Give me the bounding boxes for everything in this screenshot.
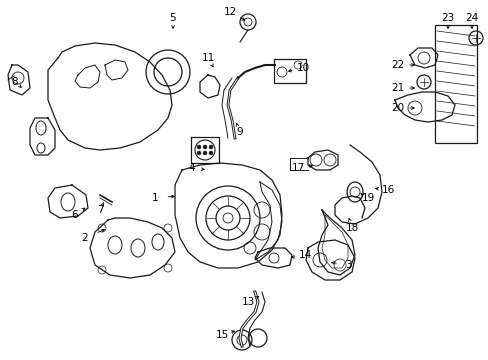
Circle shape <box>203 145 206 149</box>
Circle shape <box>203 151 206 155</box>
Circle shape <box>197 151 201 155</box>
Text: 18: 18 <box>345 223 358 233</box>
Text: 2: 2 <box>81 233 88 243</box>
Circle shape <box>208 151 213 155</box>
Text: 15: 15 <box>215 330 228 340</box>
Text: 24: 24 <box>465 13 478 23</box>
Text: 8: 8 <box>12 77 18 87</box>
Text: 10: 10 <box>296 63 309 73</box>
Text: 6: 6 <box>72 210 78 220</box>
Text: 13: 13 <box>241 297 254 307</box>
Text: 7: 7 <box>97 205 103 215</box>
Text: 22: 22 <box>390 60 404 70</box>
Circle shape <box>197 145 201 149</box>
Text: 9: 9 <box>236 127 243 137</box>
Text: 19: 19 <box>361 193 374 203</box>
Text: 20: 20 <box>390 103 404 113</box>
Text: 14: 14 <box>298 250 311 260</box>
Text: 16: 16 <box>381 185 394 195</box>
Text: 12: 12 <box>223 7 236 17</box>
Text: 3: 3 <box>344 260 350 270</box>
Bar <box>434 25 476 143</box>
Text: 23: 23 <box>441 13 454 23</box>
Circle shape <box>208 145 213 149</box>
Text: 11: 11 <box>201 53 214 63</box>
Text: 1: 1 <box>151 193 158 203</box>
Text: 17: 17 <box>291 163 304 173</box>
Text: 21: 21 <box>390 83 404 93</box>
Text: 5: 5 <box>169 13 176 23</box>
Text: 4: 4 <box>188 163 195 173</box>
